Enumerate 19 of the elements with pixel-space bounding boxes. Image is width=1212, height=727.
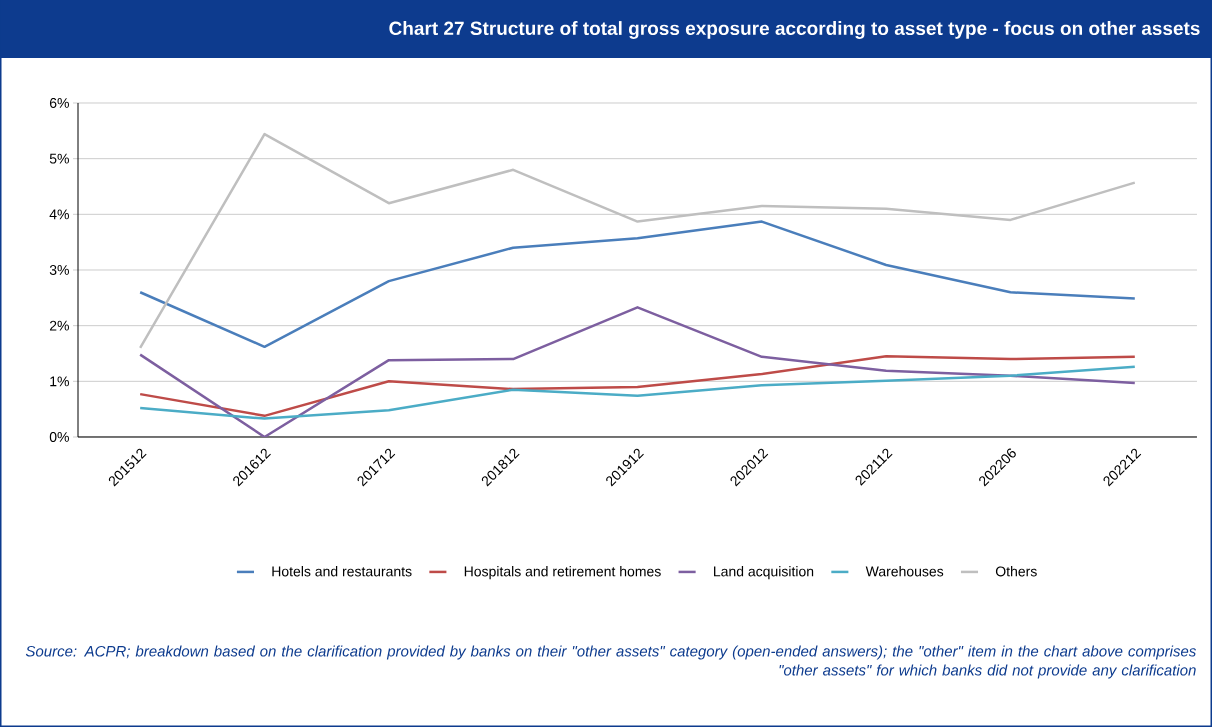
y-tick-label: 3%: [49, 265, 69, 275]
line-series: [138, 220, 1137, 349]
line-series: [138, 306, 1137, 437]
y-tick-label: 0%: [49, 432, 69, 442]
y-tick-label: 4%: [49, 209, 69, 220]
y-tick-label: 2%: [49, 320, 69, 331]
chart-title: Chart 27 Structure of total gross exposure according to asset type - focus on other assets: [389, 21, 1200, 39]
legend-label: Land acquisition: [714, 566, 814, 580]
legend-label: Hotels and restaurants: [272, 566, 412, 577]
legend-label: Warehouses: [865, 566, 944, 577]
source-note: Source: ACPR; breakdown based on the clarification provided by banks on their "other assets" category (open-ended answers); the "other" item in the chart above comprises "other assets" for which banks did not provide any clarification: [25, 645, 1196, 679]
legend-label: Others: [995, 566, 1037, 577]
y-tick-label: 1%: [50, 376, 69, 387]
legend-label: Hospitals and retirement homes: [464, 566, 661, 580]
line-series: [138, 132, 1137, 350]
line-series: [138, 365, 1137, 420]
line-series: [138, 355, 1137, 418]
y-tick-label: 6%: [49, 98, 69, 108]
y-tick-label: 5%: [49, 153, 69, 164]
